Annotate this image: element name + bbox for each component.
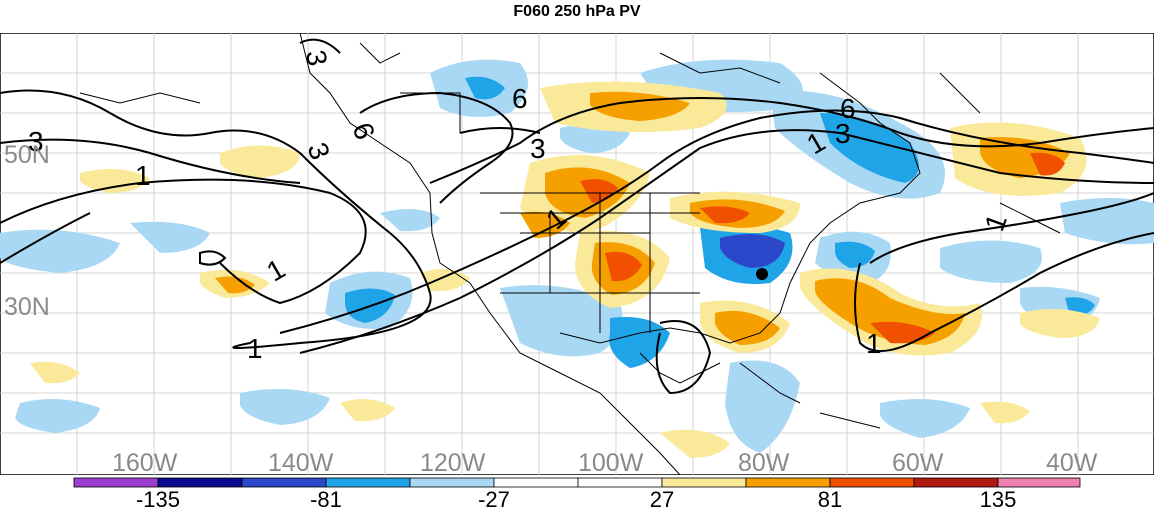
colorbar-swatch	[913, 477, 999, 488]
colorbar-swatch	[241, 477, 327, 488]
map-graphic	[940, 240, 1042, 283]
map-graphic	[655, 320, 712, 395]
map-graphic	[299, 129, 1154, 354]
contour-label: 3	[300, 48, 333, 69]
map-graphic	[999, 202, 1061, 234]
map-graphic	[659, 52, 781, 84]
map-graphic	[0, 212, 91, 264]
map-graphic	[500, 285, 623, 357]
map-graphic	[854, 232, 1154, 352]
colorbar-tick: -27	[478, 487, 510, 509]
contour-label: 1	[247, 333, 263, 364]
colorbar-swatch	[325, 477, 411, 488]
map-graphic	[720, 234, 785, 268]
pv-map: 3 3 6 3 6 3 1 1 1 1 6 3 1 1 1 50N 30N 16…	[0, 33, 1154, 475]
lat-label: 30N	[4, 293, 50, 321]
map-graphic	[80, 169, 150, 193]
colorbar-swatch	[829, 477, 915, 488]
contour-label: 3	[530, 133, 546, 164]
colorbar-swatches	[73, 477, 1081, 488]
colorbar-tick: -81	[310, 487, 342, 509]
map-graphic	[220, 145, 300, 178]
colorbar: -135 -81 -27 27 81 135	[73, 477, 1081, 509]
map-graphic	[880, 399, 970, 438]
map-graphic	[240, 389, 330, 425]
colorbar-tick: 81	[818, 487, 842, 509]
map-graphic	[0, 138, 301, 184]
map-graphic	[0, 178, 367, 305]
colorbar-tick: 135	[980, 487, 1017, 509]
map-graphic	[1060, 198, 1154, 245]
contour-label: 3	[28, 126, 44, 157]
map-graphic	[739, 362, 801, 404]
map-graphic	[715, 310, 780, 345]
map-graphic	[15, 399, 100, 433]
lat-label: 50N	[4, 141, 50, 169]
map-graphic	[30, 361, 80, 384]
colorbar-swatch	[661, 477, 747, 488]
map-graphic	[1030, 152, 1065, 176]
lon-label: 80W	[738, 449, 790, 475]
map-graphic	[1020, 309, 1100, 338]
map-graphic	[0, 229, 120, 273]
map-graphic	[660, 429, 730, 458]
map-graphic	[429, 97, 1154, 184]
map-graphic	[869, 192, 1154, 264]
map-graphic	[549, 193, 651, 333]
contour-label: 6	[512, 83, 528, 114]
map-graphic	[939, 72, 981, 114]
map-graphic	[359, 91, 514, 204]
colorbar-swatch	[745, 477, 831, 488]
map-graphic	[299, 33, 681, 475]
map-title: F060 250 hPa PV	[513, 3, 641, 20]
lon-label: 40W	[1046, 449, 1098, 475]
map-graphic	[700, 206, 750, 224]
lon-label: 60W	[892, 449, 944, 475]
map-graphic	[215, 276, 255, 294]
contour-label: 6	[840, 93, 856, 124]
colorbar-swatch	[409, 477, 495, 488]
lon-label: 120W	[420, 449, 486, 475]
map-graphic	[0, 89, 432, 349]
colorbar-swatch	[493, 477, 579, 488]
map-graphic	[835, 241, 875, 268]
colorbar-tick: 27	[650, 487, 674, 509]
lon-label: 100W	[578, 449, 644, 475]
map-graphic	[130, 221, 210, 253]
lon-label: 160W	[112, 449, 178, 475]
colorbar-tick: -135	[136, 487, 180, 509]
map-graphic	[299, 38, 341, 54]
map-graphic	[279, 109, 1154, 334]
colorbar-swatch	[157, 477, 243, 488]
lon-label: 140W	[268, 449, 334, 475]
map-graphic	[819, 412, 881, 429]
map-graphic	[725, 360, 800, 453]
map-graphic	[560, 124, 630, 153]
map-graphic	[605, 251, 642, 282]
map-graphic	[820, 113, 919, 183]
location-marker	[756, 268, 768, 280]
colorbar-swatch	[73, 477, 159, 488]
negative-anomaly-shading	[0, 59, 1154, 453]
map-graphic	[199, 250, 227, 266]
map-graphic	[815, 278, 965, 345]
map-graphic	[639, 352, 721, 384]
map-graphic	[980, 401, 1030, 424]
map-graphic	[380, 209, 440, 232]
contour-label: 1	[135, 160, 151, 191]
contour-label: 1	[866, 328, 882, 359]
map-graphic	[459, 127, 541, 134]
map-graphic	[79, 92, 201, 104]
map-graphic	[609, 317, 670, 368]
map-graphic	[359, 42, 401, 64]
colorbar-swatch	[577, 477, 663, 488]
colorbar-swatch	[997, 477, 1081, 488]
contour-label: 3	[835, 118, 851, 149]
map-graphic	[870, 321, 935, 344]
pv-contours	[0, 38, 1154, 395]
map-graphic	[520, 211, 570, 238]
map-graphic	[340, 399, 395, 422]
map-graphic	[465, 76, 505, 100]
